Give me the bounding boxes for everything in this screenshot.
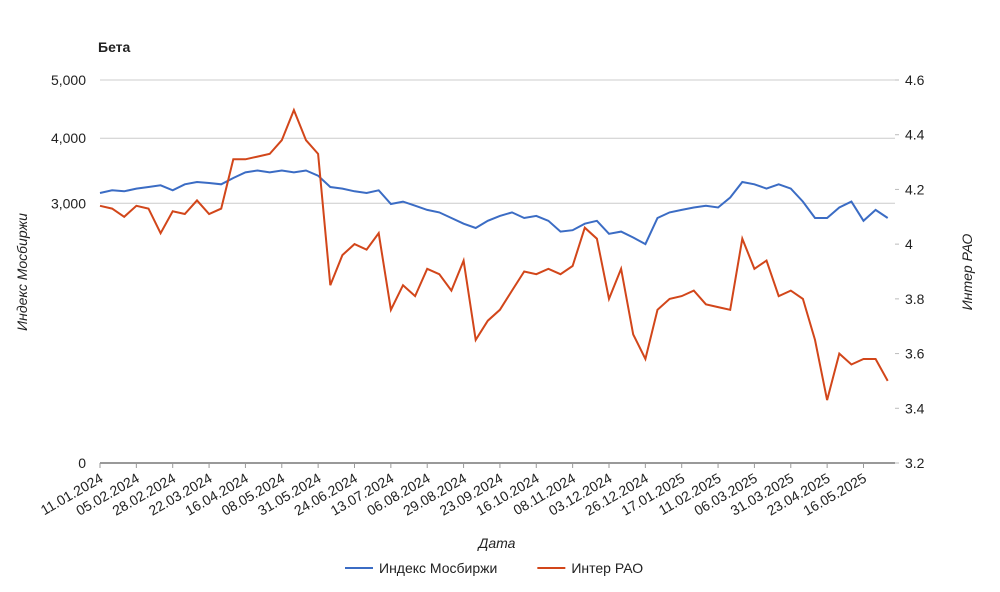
y2-axis-title: Интер РАО xyxy=(959,234,975,311)
y-axis-title: Индекс Мосбиржи xyxy=(14,213,30,331)
y-tick-label: 5,000 xyxy=(51,72,86,88)
y2-tick-label: 3.8 xyxy=(905,291,925,307)
y2-tick-label: 4.2 xyxy=(905,181,925,197)
y-tick-label: 3,000 xyxy=(51,195,86,211)
y-tick-label: 0 xyxy=(78,455,86,471)
chart-title: Бета xyxy=(98,39,131,55)
y-tick-label: 4,000 xyxy=(51,130,86,146)
legend-label: Индекс Мосбиржи xyxy=(379,560,497,576)
y2-tick-label: 4 xyxy=(905,236,913,252)
series-line xyxy=(99,169,889,246)
legend-label: Интер РАО xyxy=(571,560,643,576)
x-axis-title: Дата xyxy=(477,535,516,551)
y2-tick-label: 4.4 xyxy=(905,127,925,143)
y2-tick-label: 3.6 xyxy=(905,346,925,362)
y2-tick-label: 3.2 xyxy=(905,455,925,471)
y2-tick-label: 4.6 xyxy=(905,72,925,88)
y2-tick-label: 3.4 xyxy=(905,400,925,416)
series-line xyxy=(99,107,889,401)
